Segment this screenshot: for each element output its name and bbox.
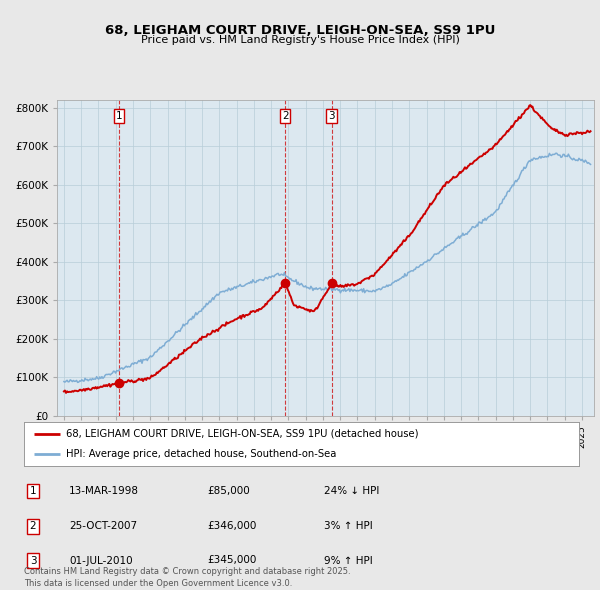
Text: 25-OCT-2007: 25-OCT-2007	[69, 522, 137, 531]
Text: £346,000: £346,000	[207, 522, 256, 531]
Text: Price paid vs. HM Land Registry's House Price Index (HPI): Price paid vs. HM Land Registry's House …	[140, 35, 460, 45]
Text: £345,000: £345,000	[207, 556, 256, 565]
Text: 2: 2	[282, 112, 289, 122]
Text: 13-MAR-1998: 13-MAR-1998	[69, 486, 139, 496]
Text: 1: 1	[29, 486, 37, 496]
Text: 9% ↑ HPI: 9% ↑ HPI	[324, 556, 373, 565]
Text: 3% ↑ HPI: 3% ↑ HPI	[324, 522, 373, 531]
Text: 68, LEIGHAM COURT DRIVE, LEIGH-ON-SEA, SS9 1PU: 68, LEIGHAM COURT DRIVE, LEIGH-ON-SEA, S…	[105, 24, 495, 37]
Text: 1: 1	[116, 112, 122, 122]
Text: Contains HM Land Registry data © Crown copyright and database right 2025.
This d: Contains HM Land Registry data © Crown c…	[24, 568, 350, 588]
Text: 68, LEIGHAM COURT DRIVE, LEIGH-ON-SEA, SS9 1PU (detached house): 68, LEIGHAM COURT DRIVE, LEIGH-ON-SEA, S…	[65, 429, 418, 439]
Text: £85,000: £85,000	[207, 486, 250, 496]
Text: 24% ↓ HPI: 24% ↓ HPI	[324, 486, 379, 496]
Text: HPI: Average price, detached house, Southend-on-Sea: HPI: Average price, detached house, Sout…	[65, 449, 336, 459]
Text: 3: 3	[328, 112, 335, 122]
Text: 2: 2	[29, 522, 37, 531]
Text: 3: 3	[29, 556, 37, 565]
Text: 01-JUL-2010: 01-JUL-2010	[69, 556, 133, 565]
